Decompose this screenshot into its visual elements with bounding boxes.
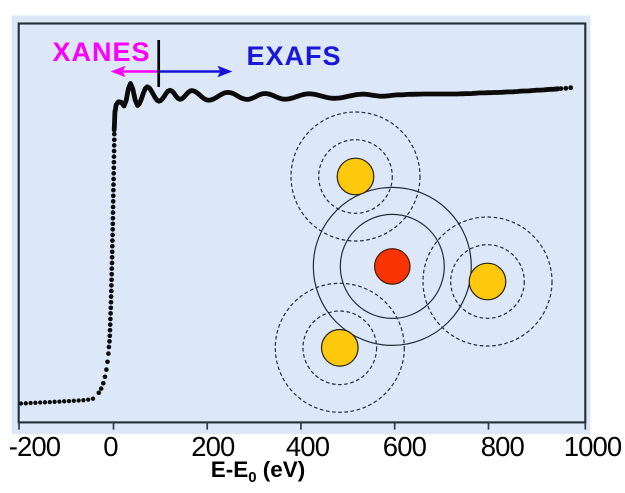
svg-text:800: 800	[481, 431, 525, 462]
svg-text:400: 400	[286, 431, 330, 462]
svg-text:200: 200	[191, 431, 235, 462]
svg-text:0: 0	[103, 431, 118, 462]
svg-text:E-E0 (eV): E-E0 (eV)	[211, 457, 306, 486]
svg-text:600: 600	[383, 431, 427, 462]
svg-text:-200: -200	[9, 431, 61, 462]
svg-text:1000: 1000	[564, 431, 622, 462]
svg-text:XANES: XANES	[53, 37, 151, 67]
svg-text:EXAFS: EXAFS	[247, 41, 342, 71]
